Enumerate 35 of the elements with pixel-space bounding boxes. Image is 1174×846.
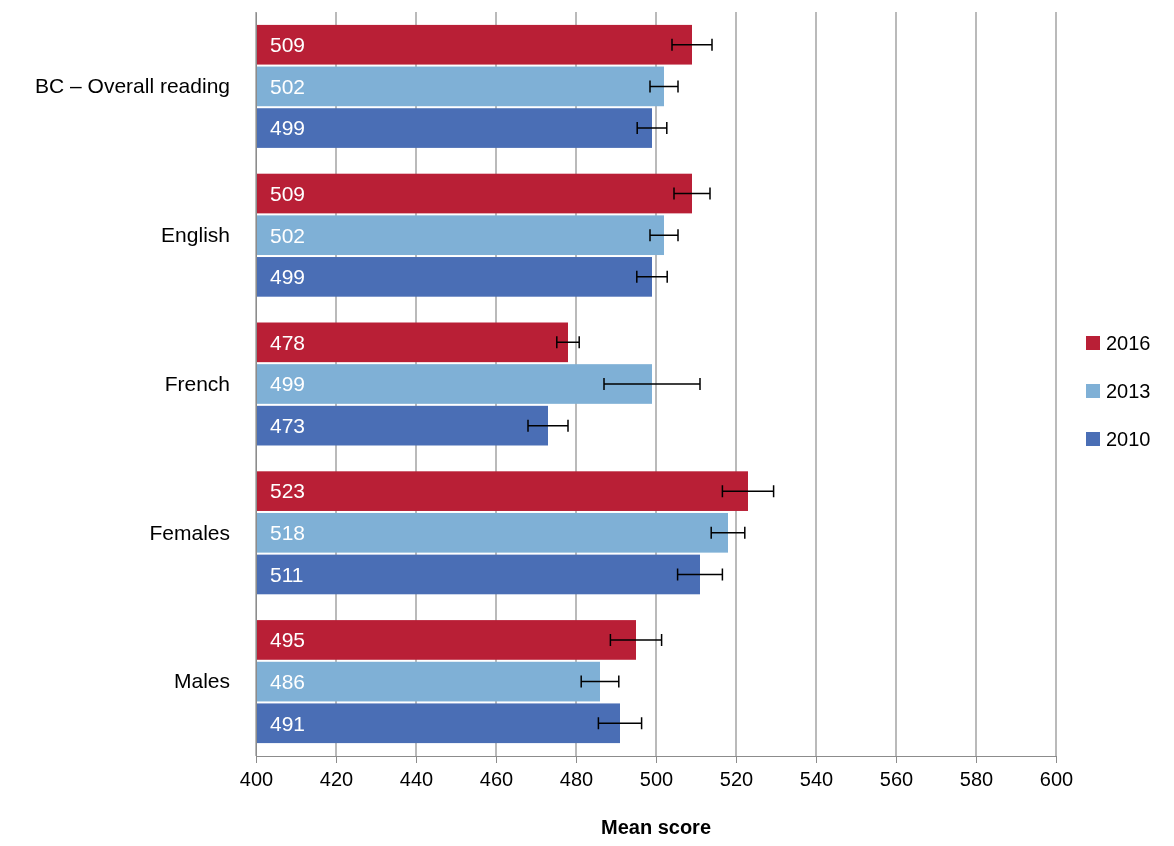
x-tick-label: 580 [959,768,994,790]
x-tick-label: 440 [399,768,434,790]
data-label: 502 [270,223,306,247]
x-tick-label: 400 [239,768,274,790]
data-label: 511 [270,562,304,586]
x-tick-label: 460 [479,768,514,790]
y-tick-label: BC – Overall reading [35,74,230,98]
legend-label: 2013 [1106,380,1151,402]
x-tick-label: 480 [559,768,594,790]
data-label: 499 [270,372,306,396]
data-label: 509 [270,181,306,205]
x-tick-label: 540 [799,768,834,790]
y-tick-label: Males [173,669,230,693]
data-label: 491 [270,711,306,735]
data-label: 499 [270,265,306,289]
data-label: 486 [270,669,306,693]
y-tick-label: Females [149,520,230,544]
data-label: 523 [270,479,306,503]
y-tick-label: English [161,222,230,246]
x-tick-label: 500 [639,768,674,790]
x-tick-label: 520 [719,768,754,790]
legend-label: 2016 [1106,332,1151,354]
data-label: 502 [270,74,306,98]
x-tick-label: 600 [1039,768,1074,790]
x-axis-title: Mean score [600,816,712,838]
data-label: 518 [270,521,306,545]
x-tick-label: 560 [879,768,914,790]
y-tick-label: French [164,371,230,395]
data-label: 478 [270,330,306,354]
data-label: 495 [270,628,306,652]
data-label: 509 [270,33,306,57]
legend-label: 2010 [1106,428,1151,450]
data-label: 499 [270,116,306,140]
data-label: 473 [270,414,306,438]
x-tick-label: 420 [319,768,354,790]
